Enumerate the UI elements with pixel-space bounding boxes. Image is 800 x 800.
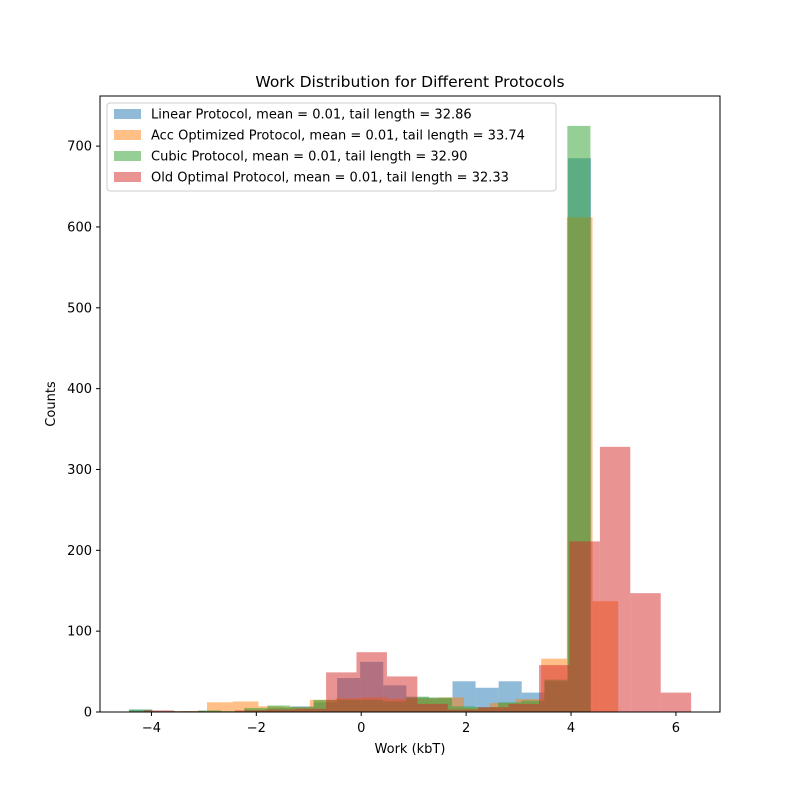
bar	[128, 709, 152, 712]
series-3-bars	[128, 125, 591, 712]
legend-swatch	[114, 151, 141, 161]
bar	[478, 707, 509, 712]
bar	[451, 706, 476, 712]
bar	[356, 652, 387, 712]
chart-title: Work Distribution for Different Protocol…	[255, 73, 564, 91]
y-tick-label: 300	[67, 463, 92, 478]
legend-label: Cubic Protocol, mean = 0.01, tail length…	[151, 150, 468, 165]
legend-frame	[106, 102, 557, 192]
legend-swatch	[114, 130, 141, 140]
bar	[630, 593, 661, 712]
bar	[326, 672, 357, 712]
y-axis-label: Counts	[44, 381, 59, 427]
bar	[599, 446, 631, 712]
y-tick-label: 0	[84, 706, 92, 721]
bar	[417, 703, 448, 712]
x-tick-label: −2	[247, 721, 266, 736]
legend: Linear Protocol, mean = 0.01, tail lengt…	[106, 102, 557, 192]
y-tick-label: 400	[67, 382, 92, 397]
bar	[447, 709, 479, 712]
series-1-bars	[129, 158, 591, 713]
bar	[267, 705, 291, 712]
bar	[232, 701, 259, 712]
x-tick-label: 2	[462, 721, 470, 736]
bar	[244, 707, 268, 712]
series-4-bars	[143, 446, 692, 712]
y-tick-label: 700	[67, 140, 92, 155]
x-tick-label: 6	[672, 721, 680, 736]
y-tick-label: 500	[67, 301, 92, 316]
y-tick-label: 100	[67, 625, 92, 640]
legend-swatch	[114, 172, 141, 182]
y-tick-label: 200	[67, 544, 92, 559]
x-axis-label: Work (kbT)	[375, 742, 446, 757]
x-tick-label: 4	[567, 721, 575, 736]
y-axis-ticks: 0 100 200 300 400 500 600 700	[67, 140, 100, 721]
plot-area-frame	[99, 95, 721, 713]
legend-items: Linear Protocol, mean = 0.01, tail lengt…	[114, 108, 525, 186]
legend-label: Old Optimal Protocol, mean = 0.01, tail …	[151, 171, 509, 186]
legend-label: Linear Protocol, mean = 0.01, tail lengt…	[151, 108, 472, 123]
x-tick-label: −4	[142, 721, 161, 736]
series-2-bars	[129, 217, 619, 713]
bar	[234, 710, 266, 712]
bar	[207, 702, 233, 712]
bar	[386, 676, 418, 712]
bar	[508, 703, 540, 712]
y-tick-label: 600	[67, 220, 92, 235]
legend-swatch	[114, 109, 141, 119]
bar	[660, 692, 692, 712]
x-axis-ticks: −4 −2 0 2 4 6	[142, 712, 680, 736]
bar	[198, 710, 222, 712]
bar	[295, 708, 327, 712]
bar	[143, 710, 174, 712]
legend-label: Acc Optimized Protocol, mean = 0.01, tai…	[151, 129, 525, 144]
bar	[539, 665, 570, 712]
bar	[569, 541, 600, 712]
x-tick-label: 0	[357, 721, 365, 736]
bars-layer	[128, 125, 692, 713]
bar	[265, 709, 296, 712]
